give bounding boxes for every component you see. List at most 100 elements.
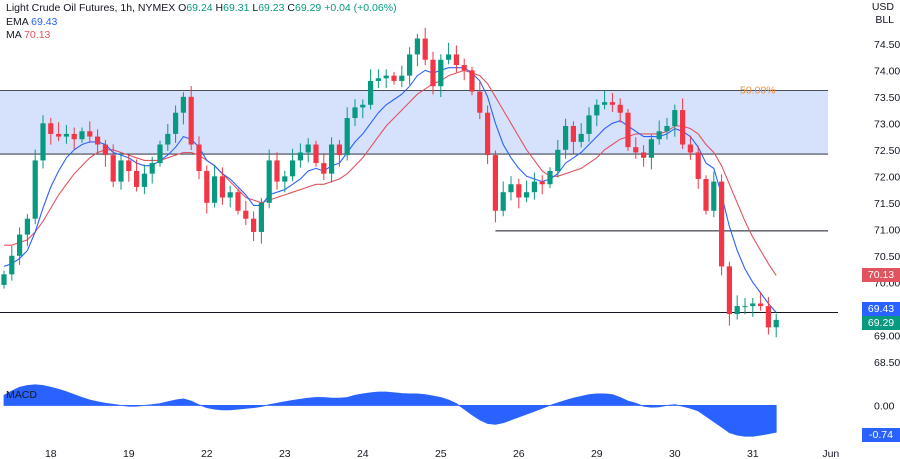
- candle-body: [188, 96, 194, 145]
- close-value: 69.29: [294, 2, 322, 14]
- candle-body: [87, 131, 93, 137]
- candle-body: [305, 144, 311, 153]
- candle-body: [17, 234, 23, 256]
- candle-body: [672, 110, 678, 126]
- ma-line-layer: [4, 69, 777, 276]
- candle-body: [594, 104, 600, 116]
- high-label: H: [215, 2, 224, 14]
- zone-layer: [0, 90, 828, 155]
- currency-unit: USD BLL: [872, 1, 894, 27]
- ma-row: MA 70.13: [6, 29, 397, 43]
- candle-body: [336, 144, 342, 156]
- candle-body: [516, 184, 522, 198]
- ema-price-tag: 69.43: [862, 302, 900, 317]
- close-label: C: [287, 2, 295, 14]
- time-tick-label: 29: [591, 448, 603, 459]
- candle-body: [196, 144, 202, 172]
- volume-unit-label: BLL: [875, 14, 894, 26]
- candle-body: [765, 306, 771, 328]
- price-tick-label: 73.50: [874, 92, 900, 104]
- price-tick-label: 71.50: [874, 198, 900, 210]
- low-value: 69.23: [258, 2, 285, 14]
- candle-body: [290, 160, 296, 177]
- candle-body: [368, 80, 374, 105]
- candle-body: [110, 155, 116, 182]
- candle-body: [734, 306, 740, 315]
- price-tick-label: 68.50: [874, 357, 900, 369]
- candle-body: [508, 184, 514, 193]
- candle-body: [282, 176, 288, 182]
- candle-body: [40, 123, 46, 161]
- candle-body: [173, 112, 179, 134]
- candle-body: [149, 163, 155, 174]
- candle-body: [711, 181, 717, 211]
- time-tick-label: Jun: [822, 448, 839, 459]
- candle-body: [641, 152, 647, 158]
- time-axis[interactable]: 18 19 22 23 24 25 26 29 30 31 Jun: [45, 448, 839, 459]
- candle-body: [602, 102, 608, 105]
- candle-body: [563, 125, 569, 150]
- candle-body: [274, 160, 280, 182]
- candle-body: [609, 102, 615, 105]
- candle-body: [102, 144, 108, 156]
- ma-value: 70.13: [24, 29, 51, 41]
- candle-body: [750, 303, 756, 307]
- candle-body: [24, 218, 30, 235]
- time-tick-label: 26: [513, 448, 525, 459]
- time-tick-label: 25: [435, 448, 447, 459]
- resistance-zone: [0, 90, 828, 155]
- candle-body: [430, 59, 436, 87]
- candle-body: [9, 255, 15, 275]
- candle-body: [227, 192, 233, 198]
- last-price-tag: 69.29: [862, 316, 900, 331]
- macd-title: MACD: [6, 389, 37, 401]
- open-value: 69.24: [186, 2, 213, 14]
- candle-body: [625, 112, 631, 148]
- candle-body: [391, 75, 397, 81]
- ma-label: MA: [6, 29, 22, 41]
- candle-body: [79, 131, 85, 140]
- candle-body: [687, 144, 693, 153]
- candle-body: [95, 136, 101, 145]
- candle-body: [383, 75, 389, 79]
- price-tick-label: 72.50: [874, 145, 900, 157]
- open-label: O: [178, 2, 187, 14]
- candle-body: [352, 107, 358, 119]
- candle-body: [617, 104, 623, 113]
- candle-body: [742, 306, 748, 308]
- candle-body: [141, 173, 147, 187]
- candle-body: [726, 266, 732, 315]
- candle-body: [633, 147, 639, 153]
- candle-body: [485, 112, 491, 156]
- candle-body: [438, 59, 444, 87]
- candle-body: [453, 54, 459, 66]
- candles[interactable]: [1, 27, 779, 338]
- price-tick-label: 69.00: [874, 330, 900, 342]
- candle-body: [539, 181, 545, 185]
- candle-body: [492, 155, 498, 211]
- candle-body: [219, 176, 225, 198]
- candle-body: [243, 210, 249, 219]
- candle-body: [118, 160, 124, 182]
- price-tick-label: 74.50: [874, 39, 900, 51]
- candle-body: [586, 115, 592, 134]
- low-label: L: [252, 2, 259, 14]
- candle-body: [344, 118, 350, 156]
- change-value: +0.04 (+0.06%): [324, 2, 397, 14]
- candle-body: [578, 133, 584, 142]
- candle-body: [165, 133, 171, 145]
- price-tick-label: 72.00: [874, 171, 900, 183]
- candle-body: [297, 152, 303, 161]
- candle-body: [313, 144, 319, 164]
- candle-body: [500, 192, 506, 211]
- candle-body: [719, 181, 725, 267]
- ma-price-tag: 70.13: [862, 268, 900, 283]
- time-tick-label: 24: [357, 448, 369, 459]
- candle-body: [258, 202, 264, 232]
- candle-body: [212, 176, 218, 203]
- candle-body: [758, 303, 764, 307]
- candle-body: [477, 91, 483, 113]
- high-value: 69.31: [223, 2, 250, 14]
- candle-body: [547, 171, 553, 185]
